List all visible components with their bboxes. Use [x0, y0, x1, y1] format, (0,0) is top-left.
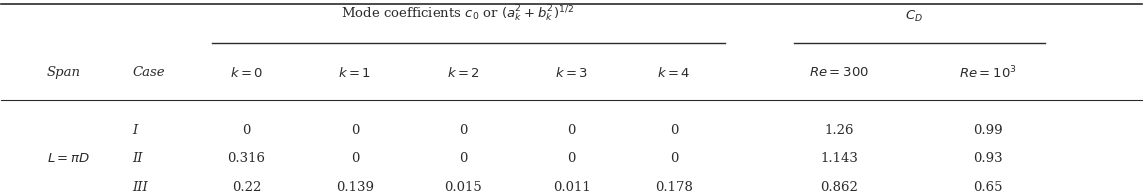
Text: 0.015: 0.015 [445, 181, 482, 194]
Text: 0.178: 0.178 [655, 181, 693, 194]
Text: III: III [133, 181, 149, 194]
Text: Case: Case [133, 66, 165, 79]
Text: 0.93: 0.93 [973, 152, 1002, 165]
Text: 1.26: 1.26 [825, 125, 854, 138]
Text: 0: 0 [351, 152, 359, 165]
Text: 0: 0 [459, 152, 467, 165]
Text: Span: Span [47, 66, 81, 79]
Text: 0.65: 0.65 [973, 181, 1002, 194]
Text: $k=2$: $k=2$ [447, 66, 480, 80]
Text: 0: 0 [567, 125, 576, 138]
Text: $k=0$: $k=0$ [230, 66, 263, 80]
Text: 0.011: 0.011 [552, 181, 591, 194]
Text: 0.139: 0.139 [336, 181, 374, 194]
Text: $k=3$: $k=3$ [554, 66, 589, 80]
Text: $Re=10^3$: $Re=10^3$ [959, 64, 1016, 81]
Text: Mode coefficients $c_0$ or $(a_k^2 + b_k^2)^{1/2}$: Mode coefficients $c_0$ or $(a_k^2 + b_k… [341, 4, 574, 24]
Text: $L=\pi D$: $L=\pi D$ [47, 152, 90, 165]
Text: 0: 0 [670, 152, 678, 165]
Text: $k=1$: $k=1$ [338, 66, 371, 80]
Text: 1.143: 1.143 [821, 152, 858, 165]
Text: $Re=300$: $Re=300$ [809, 66, 870, 79]
Text: 0: 0 [459, 125, 467, 138]
Text: $C_D$: $C_D$ [904, 9, 922, 24]
Text: 0.22: 0.22 [232, 181, 262, 194]
Text: II: II [133, 152, 143, 165]
Text: 0: 0 [351, 125, 359, 138]
Text: 0.316: 0.316 [227, 152, 265, 165]
Text: 0.99: 0.99 [973, 125, 1002, 138]
Text: 0.862: 0.862 [821, 181, 858, 194]
Text: 0: 0 [567, 152, 576, 165]
Text: 0: 0 [670, 125, 678, 138]
Text: I: I [133, 125, 138, 138]
Text: 0: 0 [242, 125, 250, 138]
Text: $k=4$: $k=4$ [657, 66, 690, 80]
